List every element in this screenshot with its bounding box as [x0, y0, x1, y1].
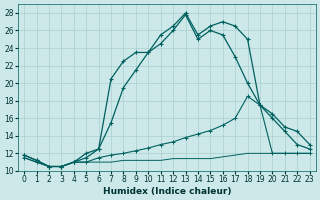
X-axis label: Humidex (Indice chaleur): Humidex (Indice chaleur): [103, 187, 231, 196]
